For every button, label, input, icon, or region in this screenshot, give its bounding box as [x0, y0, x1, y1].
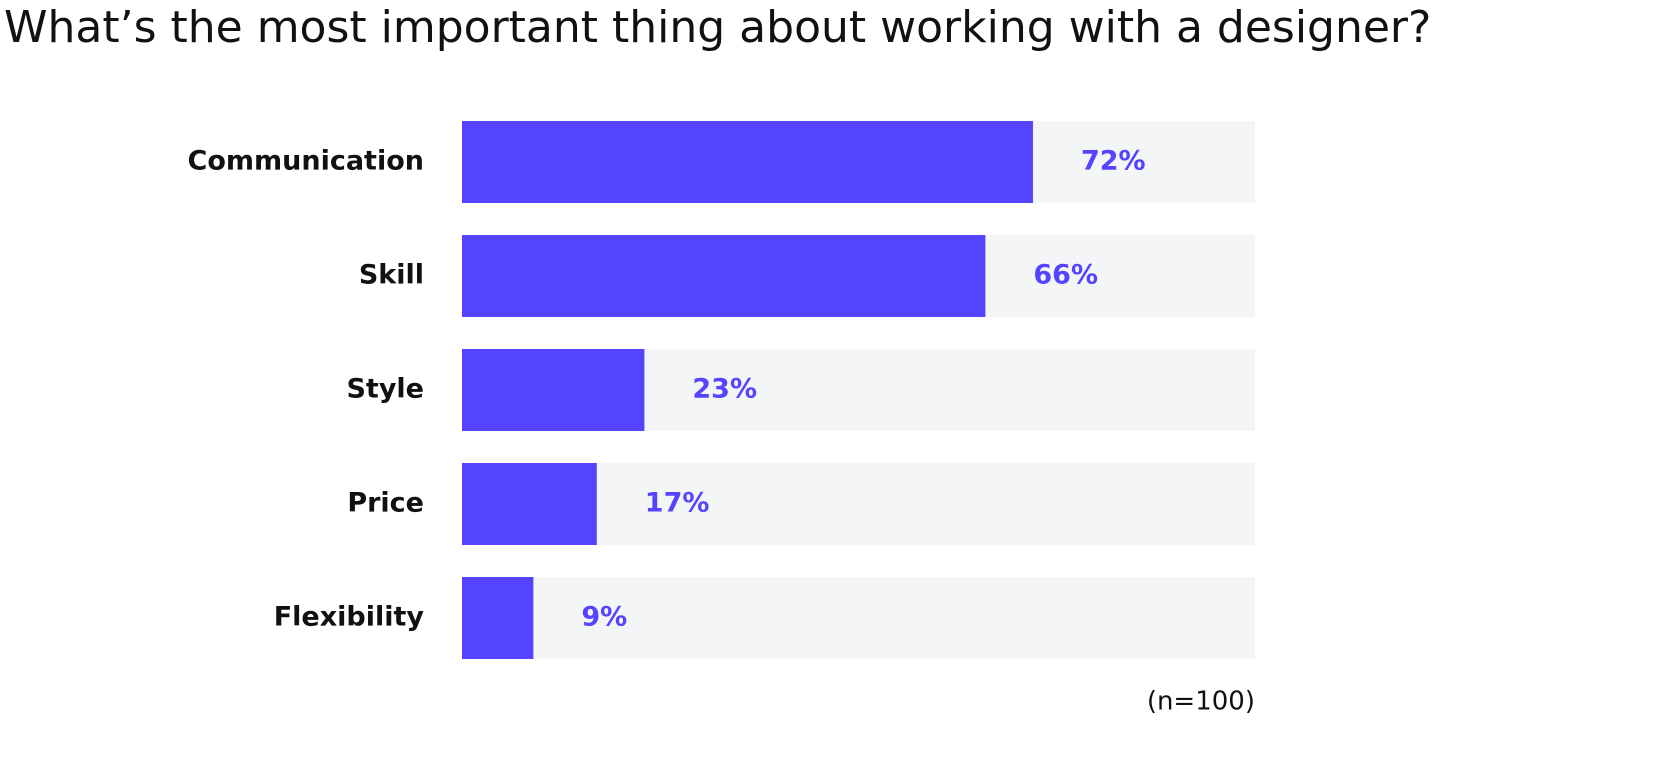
- value-label: 23%: [692, 374, 757, 405]
- category-label: Communication: [188, 146, 425, 177]
- bar: [462, 235, 986, 317]
- bar: [462, 349, 645, 431]
- category-label: Style: [346, 374, 424, 405]
- bar: [462, 577, 534, 659]
- category-label: Price: [347, 488, 424, 519]
- bar: [462, 463, 597, 545]
- chart-title: What’s the most important thing about wo…: [4, 2, 1431, 53]
- category-label: Skill: [359, 260, 424, 291]
- sample-note: (n=100): [1147, 687, 1255, 717]
- bar: [462, 121, 1033, 203]
- bar-track: [462, 577, 1255, 659]
- value-label: 72%: [1081, 146, 1146, 177]
- category-label: Flexibility: [274, 602, 425, 633]
- value-label: 66%: [1033, 260, 1098, 291]
- value-label: 9%: [581, 602, 627, 633]
- value-label: 17%: [645, 488, 710, 519]
